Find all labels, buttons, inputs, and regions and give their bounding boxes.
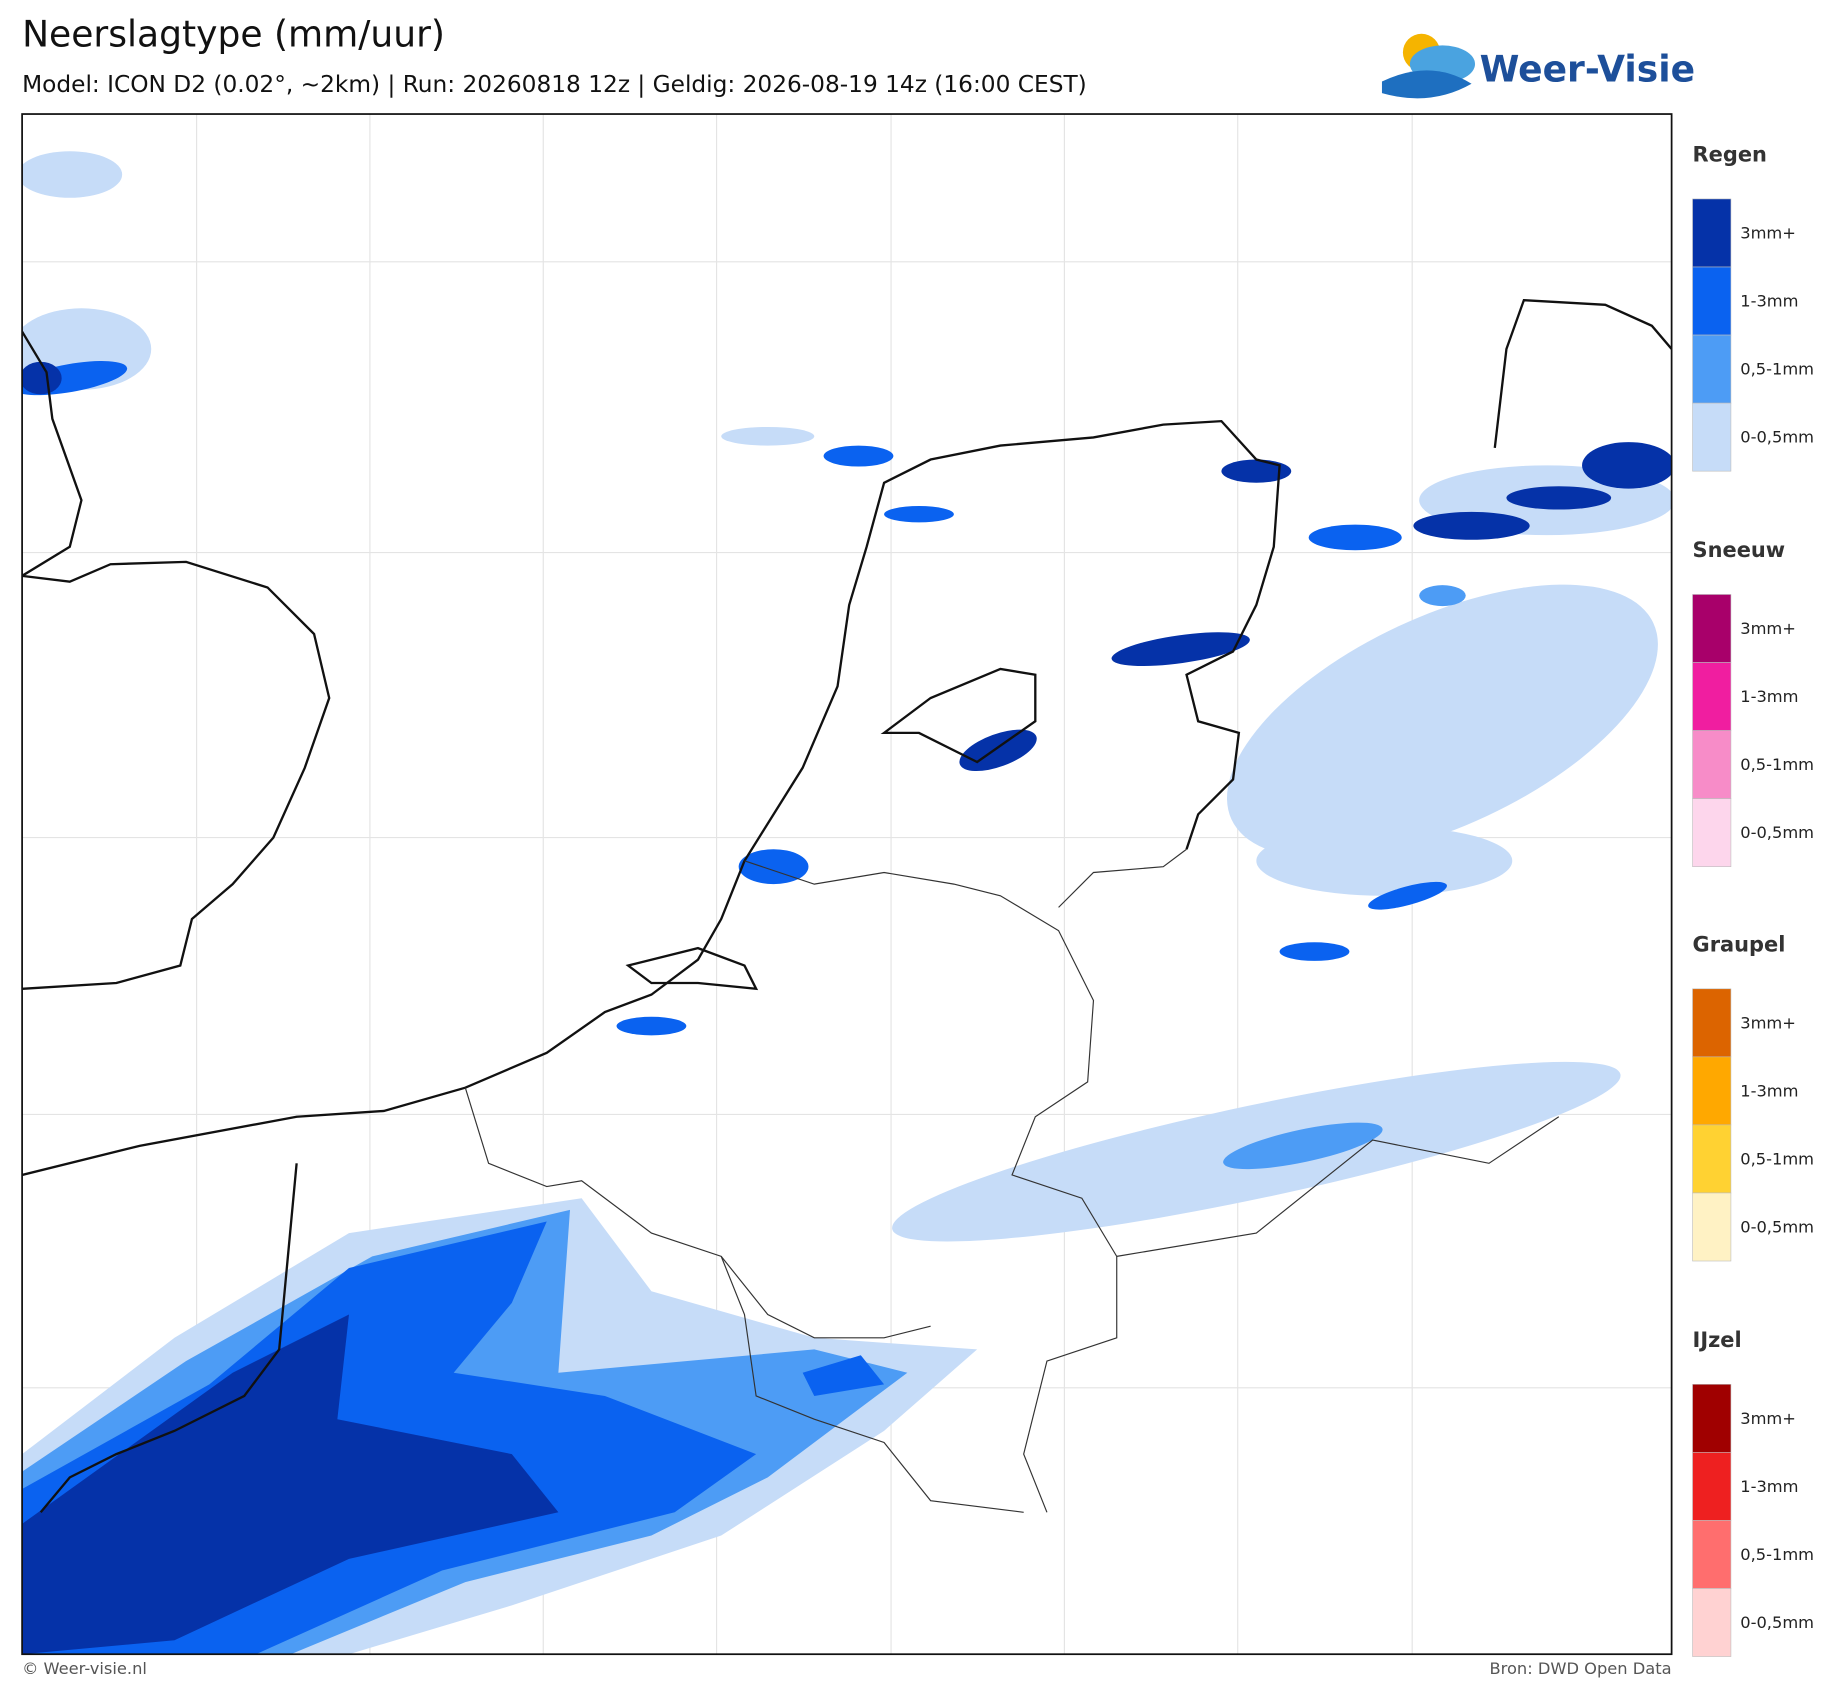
- legend-swatch: [1692, 594, 1732, 663]
- legend-swatch: [1692, 1520, 1732, 1589]
- footer-right: Bron: DWD Open Data: [1489, 1659, 1671, 1678]
- legend-swatch: [1692, 988, 1732, 1058]
- legend-label: 1-3mm: [1740, 1477, 1798, 1496]
- legend-label: 0,5-1mm: [1740, 1545, 1814, 1564]
- legend-swatch: [1692, 1384, 1732, 1453]
- legend-label: 0,5-1mm: [1740, 1149, 1814, 1168]
- precipitation: [22, 151, 1672, 1655]
- legend-label: 3mm+: [1740, 1409, 1796, 1428]
- legend-label: 0-0,5mm: [1740, 823, 1814, 842]
- legend-swatch: [1692, 730, 1732, 799]
- legend-label: 0-0,5mm: [1740, 1218, 1814, 1237]
- legend-swatch: [1692, 662, 1732, 731]
- legend-swatch: [1692, 798, 1732, 867]
- legend-swatch: [1692, 1452, 1732, 1521]
- legend-swatch: [1692, 402, 1732, 472]
- footer-left: © Weer-visie.nl: [22, 1659, 147, 1678]
- legend-label: 0,5-1mm: [1740, 360, 1814, 379]
- legend-label: 3mm+: [1740, 619, 1796, 638]
- legend-title: Regen: [1693, 143, 1767, 167]
- legend-swatch: [1692, 1588, 1732, 1657]
- legend-title: IJzel: [1693, 1328, 1742, 1352]
- legend-title: Sneeuw: [1693, 538, 1786, 562]
- legend-title: Graupel: [1693, 933, 1786, 957]
- legend-label: 0-0,5mm: [1740, 1613, 1814, 1632]
- legend-swatch: [1692, 334, 1732, 404]
- legend-swatch: [1692, 1124, 1732, 1194]
- borders: [464, 848, 1560, 1513]
- legend-swatch: [1692, 1192, 1732, 1262]
- map: [21, 113, 1673, 1656]
- legend: Regen 3mm+ 1-3mm 0,5-1mm 0-0,5mm Sneeuw 3mm+ 1-…: [1692, 143, 1814, 1657]
- subtitle: Model: ICON D2 (0.02°, ~2km) | Run: 2026…: [22, 71, 1087, 98]
- legend-swatch: [1692, 266, 1732, 336]
- logo: Weer-Visie: [1381, 33, 1695, 99]
- coastlines: [22, 298, 1672, 1514]
- legend-swatch: [1692, 1056, 1732, 1126]
- title: Neerslagtype (mm/uur): [22, 14, 445, 56]
- legend-label: 0,5-1mm: [1740, 755, 1814, 774]
- legend-swatch: [1692, 198, 1732, 268]
- legend-label: 1-3mm: [1740, 1081, 1798, 1100]
- logo-text: Weer-Visie: [1480, 48, 1695, 90]
- legend-label: 1-3mm: [1740, 687, 1798, 706]
- legend-label: 0-0,5mm: [1740, 428, 1814, 447]
- legend-label: 3mm+: [1740, 224, 1796, 243]
- legend-label: 3mm+: [1740, 1013, 1796, 1032]
- legend-label: 1-3mm: [1740, 292, 1798, 311]
